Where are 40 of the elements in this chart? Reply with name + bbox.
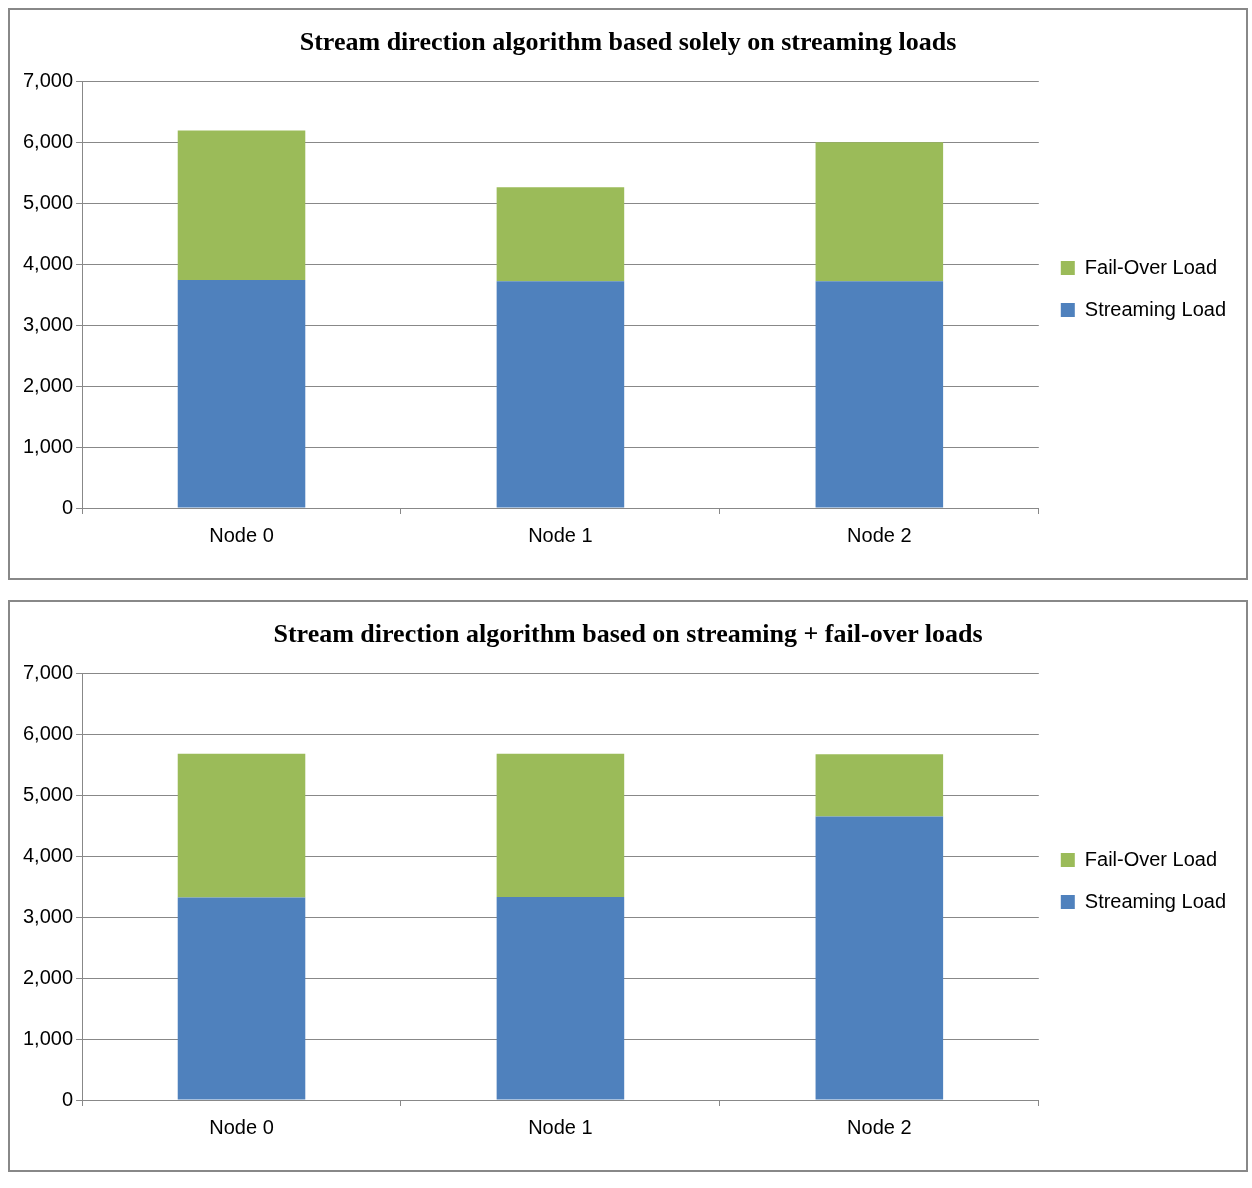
y-tick-label: 0 bbox=[61, 1087, 74, 1110]
y-tick-label: 4,000 bbox=[22, 251, 74, 274]
x-tick-label: Node 0 bbox=[209, 523, 274, 546]
chart-title: Stream direction algorithm based solely on streaming loads bbox=[299, 27, 957, 57]
y-tick-label: 1,000 bbox=[22, 434, 74, 457]
bar bbox=[177, 130, 306, 280]
bar bbox=[496, 187, 625, 282]
x-tick-label: Node 1 bbox=[528, 523, 593, 546]
y-tick-label: 3,000 bbox=[22, 312, 74, 335]
y-tick-label: 7,000 bbox=[22, 660, 74, 683]
bar bbox=[177, 753, 306, 898]
bar bbox=[815, 142, 944, 282]
y-tick-label: 2,000 bbox=[22, 965, 74, 988]
x-tick-label: Node 1 bbox=[528, 1115, 593, 1138]
bar bbox=[815, 754, 944, 817]
y-tick-label: 0 bbox=[61, 495, 74, 518]
chart-title: Stream direction algorithm based on streaming + fail-over loads bbox=[273, 619, 983, 649]
y-tick-label: 5,000 bbox=[22, 190, 74, 213]
bar bbox=[815, 816, 944, 1100]
y-tick-label: 7,000 bbox=[22, 68, 74, 91]
bar bbox=[496, 753, 625, 897]
x-tick-label: Node 0 bbox=[209, 1115, 274, 1138]
y-tick-label: 5,000 bbox=[22, 782, 74, 805]
y-tick-label: 1,000 bbox=[22, 1026, 74, 1049]
x-tick-label: Node 2 bbox=[847, 1115, 912, 1138]
legend-label: Fail-Over Load bbox=[1084, 847, 1218, 870]
bar bbox=[496, 896, 625, 1100]
bar bbox=[177, 279, 306, 508]
y-tick-label: 2,000 bbox=[22, 373, 74, 396]
legend-label: Fail-Over Load bbox=[1084, 255, 1218, 278]
x-tick-label: Node 2 bbox=[847, 523, 912, 546]
y-tick-label: 6,000 bbox=[22, 721, 74, 744]
y-tick-label: 3,000 bbox=[22, 904, 74, 927]
bar bbox=[496, 281, 625, 508]
bar bbox=[177, 897, 306, 1100]
y-tick-label: 6,000 bbox=[22, 129, 74, 152]
bar bbox=[815, 281, 944, 508]
legend-label: Streaming Load bbox=[1084, 889, 1226, 912]
y-tick-label: 4,000 bbox=[22, 843, 74, 866]
legend-label: Streaming Load bbox=[1084, 297, 1226, 320]
